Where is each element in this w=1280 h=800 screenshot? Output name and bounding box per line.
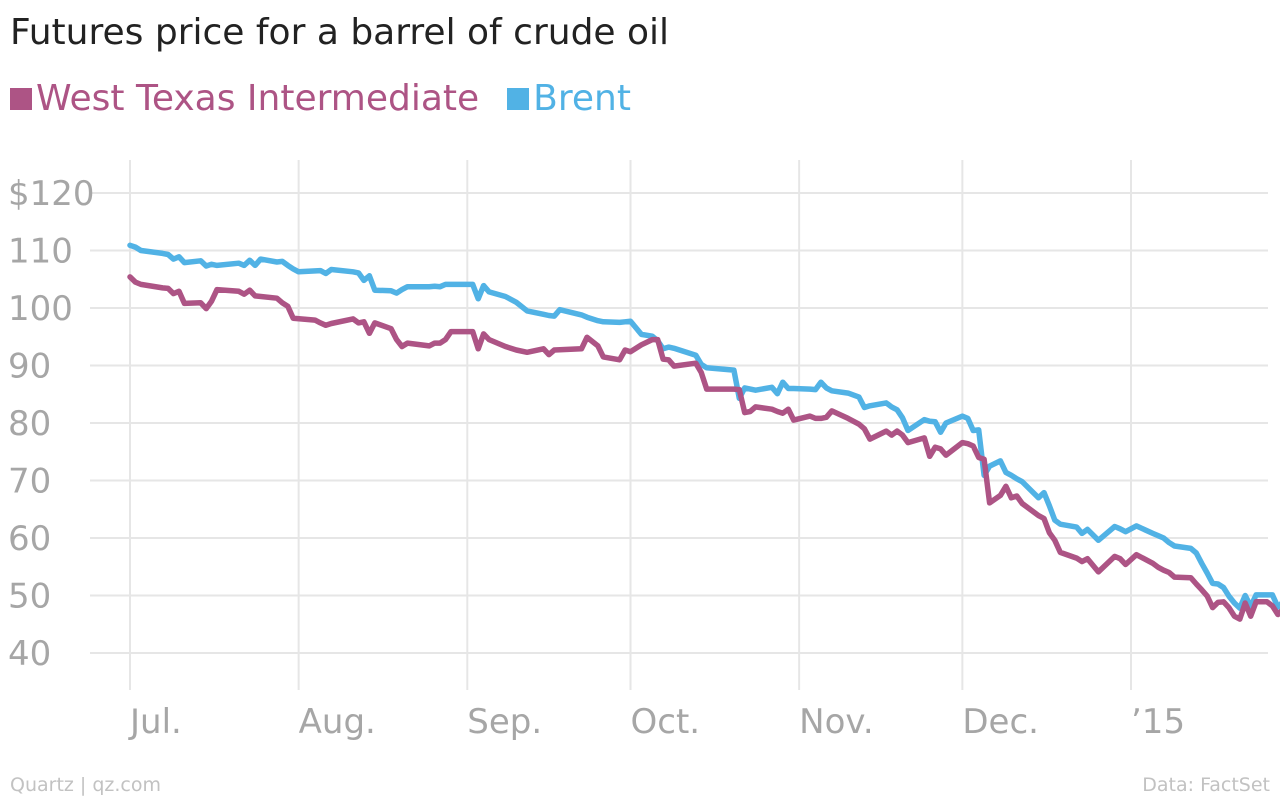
y-tick-label: 50 — [8, 577, 51, 617]
x-tick-label: Oct. — [631, 702, 701, 742]
x-tick-label: ’15 — [1131, 702, 1185, 742]
legend-swatch-wti — [10, 87, 32, 110]
legend-swatch-brent — [507, 87, 530, 110]
data-source: Data: FactSet — [1142, 774, 1270, 796]
axis-labels: $120 110 100 90 80 70 60 50 40 Jul. Aug. Sep. Oct. No… — [8, 174, 1185, 742]
legend-item-wti: West Texas Intermediate — [10, 78, 479, 119]
source-credit: Quartz | qz.com — [10, 774, 162, 796]
legend-label-wti: West Texas Intermediate — [36, 78, 480, 119]
y-tick-label: 110 — [8, 232, 73, 272]
y-tick-label: 80 — [8, 404, 51, 444]
legend-item-brent: Brent — [507, 78, 631, 119]
grid-layer — [90, 160, 1268, 690]
y-tick-label: 40 — [8, 634, 51, 674]
series-line-wti — [127, 274, 1280, 622]
y-tick-label: $120 — [8, 174, 95, 214]
chart-legend: West Texas Intermediate Brent — [10, 78, 659, 119]
x-tick-label: Jul. — [128, 702, 182, 742]
chart-title: Futures price for a barrel of crude oil — [10, 12, 670, 53]
x-tick-label: Nov. — [799, 702, 874, 742]
y-tick-label: 100 — [8, 289, 73, 329]
series-line-brent — [127, 242, 1280, 611]
y-tick-label: 70 — [8, 462, 51, 502]
y-tick-label: 90 — [8, 347, 51, 387]
legend-label-brent: Brent — [533, 78, 631, 119]
x-tick-label: Aug. — [299, 702, 376, 742]
x-tick-label: Sep. — [467, 702, 542, 742]
series-layer — [127, 242, 1280, 622]
y-tick-label: 60 — [8, 519, 51, 559]
x-tick-label: Dec. — [962, 702, 1039, 742]
